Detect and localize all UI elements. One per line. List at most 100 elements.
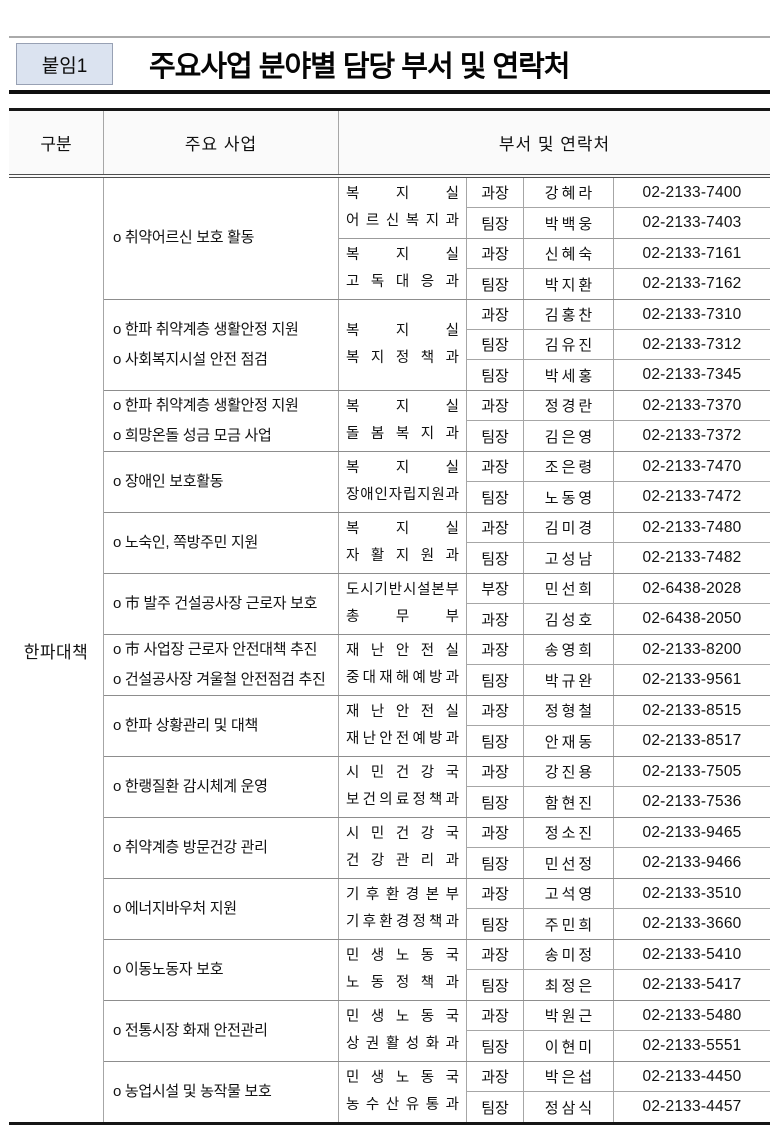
position-cell: 팀장 <box>467 421 524 451</box>
contact-rows: 과장 송영희 02-2133-8200 팀장 박규완 02-2133-9561 <box>467 635 770 695</box>
business-item: o 市 사업장 근로자 안전대책 추진 <box>113 640 318 658</box>
phone-cell: 02-2133-7536 <box>642 793 742 810</box>
contact-row: 과장 신혜숙 02-2133-7161 <box>467 239 770 269</box>
name-cell: 민선정 <box>524 848 614 878</box>
category-cell: 한파대책 <box>9 178 104 1122</box>
business-cell: o 농업시설 및 농작물 보호 <box>104 1062 339 1122</box>
contact-row: 과장 김성호 02-6438-2050 <box>467 604 770 634</box>
phone-cell: 02-2133-5480 <box>642 1006 742 1024</box>
position-cell: 과장 <box>467 818 524 847</box>
business-item: o 사회복지시설 안전 점검 <box>113 350 268 368</box>
contact-rows: 과장 박원근 02-2133-5480 팀장 이현미 02-2133-5551 <box>467 1001 770 1061</box>
phone-cell: 02-6438-2028 <box>642 579 742 597</box>
business-cell: o 한랭질환 감시체계 운영 <box>104 757 339 817</box>
phone-cell: 02-2133-7482 <box>642 549 742 566</box>
contact-rows: 과장 조은령 02-2133-7470 팀장 노동영 02-2133-7472 <box>467 452 770 512</box>
header-business: 주요 사업 <box>104 111 339 174</box>
contact-row: 과장 박은섭 02-2133-4450 <box>467 1062 770 1092</box>
contact-row: 팀장 박백웅 02-2133-7403 <box>467 208 770 238</box>
position-cell: 과장 <box>467 452 524 481</box>
name-cell: 박원근 <box>524 1001 614 1030</box>
contact-row: 팀장 최정은 02-2133-5417 <box>467 970 770 1000</box>
position-cell: 과장 <box>467 1001 524 1030</box>
name-cell: 함현진 <box>524 787 614 817</box>
phone-cell: 02-2133-7480 <box>642 518 742 536</box>
business-cell: o 취약어르신 보호 활동 <box>104 178 339 299</box>
position-cell: 팀장 <box>467 909 524 939</box>
name-cell: 김유진 <box>524 330 614 359</box>
contact-rows: 과장 정소진 02-2133-9465 팀장 민선정 02-2133-9466 <box>467 818 770 878</box>
position-cell: 과장 <box>467 879 524 908</box>
contact-row: 과장 송영희 02-2133-8200 <box>467 635 770 665</box>
position-cell: 과장 <box>467 239 524 268</box>
position-cell: 팀장 <box>467 1092 524 1122</box>
phone-cell: 02-2133-7370 <box>642 396 742 414</box>
name-cell: 민선희 <box>524 574 614 603</box>
table-header-row: 구분 주요 사업 부서 및 연락처 <box>9 111 770 178</box>
position-cell: 팀장 <box>467 360 524 390</box>
name-cell: 강진용 <box>524 757 614 786</box>
contact-rows: 과장 고석영 02-2133-3510 팀장 주민희 02-2133-3660 <box>467 879 770 939</box>
contact-row: 팀장 이현미 02-2133-5551 <box>467 1031 770 1061</box>
name-cell: 노동영 <box>524 482 614 512</box>
name-cell: 박규완 <box>524 665 614 695</box>
phone-cell: 02-2133-7312 <box>642 335 742 353</box>
contact-row: 과장 정경란 02-2133-7370 <box>467 391 770 421</box>
position-cell: 과장 <box>467 300 524 329</box>
page-title: 주요사업 분야별 담당 부서 및 연락처 <box>149 51 570 83</box>
phone-cell: 02-2133-7400 <box>642 183 742 201</box>
business-item: o 한파 상황관리 및 대책 <box>113 716 259 734</box>
contact-row: 과장 김미경 02-2133-7480 <box>467 513 770 543</box>
name-cell: 정삼식 <box>524 1092 614 1122</box>
position-cell: 팀장 <box>467 269 524 299</box>
contact-rows: 과장 김홍찬 02-2133-7310 팀장 김유진 02-2133-7312 … <box>467 300 770 390</box>
contact-row: 과장 정형철 02-2133-8515 <box>467 696 770 726</box>
phone-cell: 02-2133-8515 <box>642 701 742 719</box>
phone-cell: 02-2133-7372 <box>642 427 742 444</box>
contact-row: 과장 강혜라 02-2133-7400 <box>467 178 770 208</box>
position-cell: 팀장 <box>467 970 524 1000</box>
contact-rows: 과장 정형철 02-2133-8515 팀장 안재동 02-2133-8517 <box>467 696 770 756</box>
business-cell: o 이동노동자 보호 <box>104 940 339 1000</box>
name-cell: 정형철 <box>524 696 614 725</box>
business-item: o 장애인 보호활동 <box>113 472 224 490</box>
position-cell: 팀장 <box>467 482 524 512</box>
business-item: o 에너지바우처 지원 <box>113 899 237 917</box>
name-cell: 조은령 <box>524 452 614 481</box>
name-cell: 박지환 <box>524 269 614 299</box>
contact-rows: 과장 정경란 02-2133-7370 팀장 김은영 02-2133-7372 <box>467 391 770 451</box>
name-cell: 김홍찬 <box>524 300 614 329</box>
contact-rows: 과장 박은섭 02-2133-4450 팀장 정삼식 02-2133-4457 <box>467 1062 770 1122</box>
business-cell: o 전통시장 화재 안전관리 <box>104 1001 339 1061</box>
contact-row: 팀장 민선정 02-2133-9466 <box>467 848 770 878</box>
business-cell: o 市 발주 건설공사장 근로자 보호 <box>104 574 339 634</box>
position-cell: 팀장 <box>467 726 524 756</box>
